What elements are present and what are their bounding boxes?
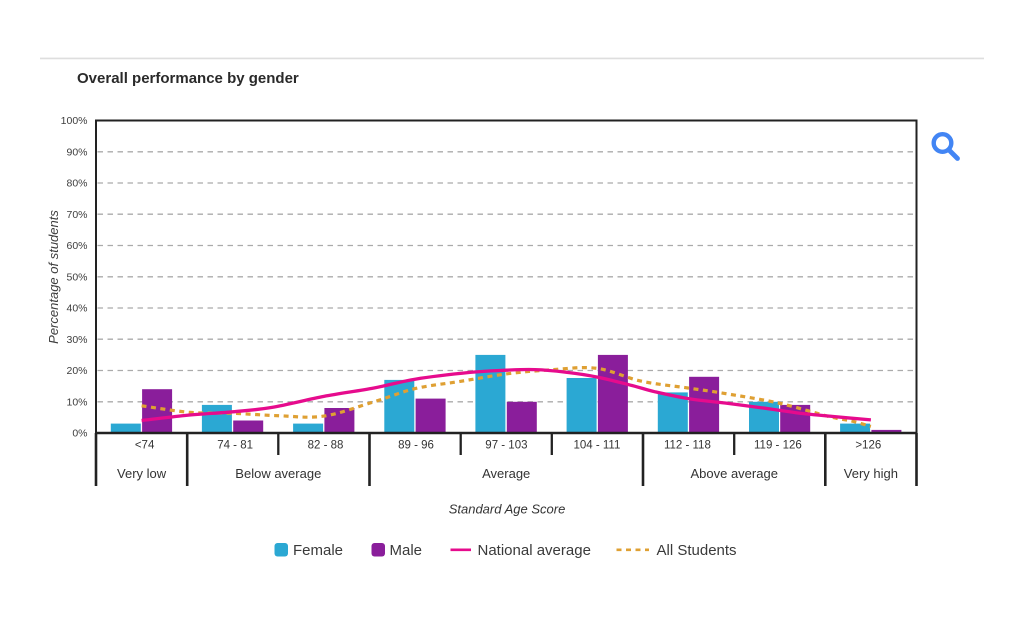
svg-text:40%: 40% xyxy=(66,303,87,315)
svg-text:>126: >126 xyxy=(855,440,881,452)
svg-text:74 - 81: 74 - 81 xyxy=(217,440,253,452)
svg-text:10%: 10% xyxy=(66,396,87,408)
svg-text:0%: 0% xyxy=(72,428,87,440)
svg-text:Female: Female xyxy=(293,542,343,559)
svg-text:90%: 90% xyxy=(66,146,87,158)
svg-text:Standard Age Score: Standard Age Score xyxy=(449,502,566,517)
svg-text:70%: 70% xyxy=(66,209,87,221)
svg-text:112 - 118: 112 - 118 xyxy=(664,440,711,452)
svg-text:20%: 20% xyxy=(66,365,87,377)
svg-text:100%: 100% xyxy=(61,115,88,127)
svg-text:All Students: All Students xyxy=(657,542,737,559)
svg-text:119 - 126: 119 - 126 xyxy=(754,440,802,452)
svg-text:97 - 103: 97 - 103 xyxy=(485,440,527,452)
svg-text:Percentage of students: Percentage of students xyxy=(46,210,61,344)
svg-text:30%: 30% xyxy=(66,334,87,346)
svg-text:82 - 88: 82 - 88 xyxy=(308,440,344,452)
svg-text:50%: 50% xyxy=(66,271,87,283)
svg-text:Below average: Below average xyxy=(235,466,321,481)
svg-text:Overall performance by gender: Overall performance by gender xyxy=(77,70,299,87)
svg-text:80%: 80% xyxy=(66,178,87,190)
svg-text:89 - 96: 89 - 96 xyxy=(398,440,434,452)
svg-text:104 - 111: 104 - 111 xyxy=(573,440,620,452)
svg-text:Very high: Very high xyxy=(844,466,898,481)
svg-text:National average: National average xyxy=(478,542,591,559)
svg-text:60%: 60% xyxy=(66,240,87,252)
svg-text:Average: Average xyxy=(482,466,530,481)
svg-text:Very low: Very low xyxy=(117,466,167,481)
svg-text:Above average: Above average xyxy=(690,466,777,481)
svg-text:Male: Male xyxy=(390,542,423,559)
svg-text:<74: <74 xyxy=(135,440,155,452)
